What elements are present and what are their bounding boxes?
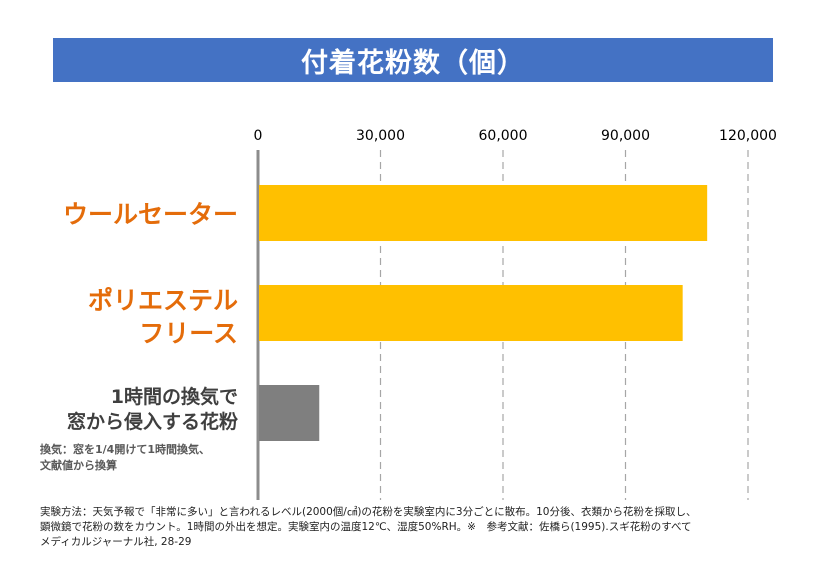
tick-label: 120,000 [719, 128, 777, 144]
ventilation-note: 換気：窓を1/4開けて1時間換気、 文献値から換算 [40, 443, 210, 472]
bar [259, 185, 708, 241]
tick-label: 30,000 [356, 128, 405, 144]
tick-label: 0 [254, 128, 263, 144]
tick-label: 90,000 [601, 128, 650, 144]
bar [259, 385, 320, 441]
category-label-wool-sweater: ウールセーター [62, 200, 238, 229]
category-label-ventilation-pollen: 1時間の換気で 窓から侵入する花粉 [66, 386, 238, 433]
category-label-polyester-fleece: ポリエステル フリース [87, 286, 238, 348]
bar [259, 285, 683, 341]
tick-label: 60,000 [479, 128, 528, 144]
footnote: 実験方法：天気予報で「非常に多い」と言われるレベル(2000個/㎠)の花粉を実験… [40, 505, 800, 551]
chart-title: 付着花粉数（個） [53, 38, 773, 82]
footnote-line: 顕微鏡で花粉の数をカウント。1時間の外出を想定。実験室内の温度12℃、湿度50%… [40, 521, 692, 534]
bar-chart: 0 30,000 60,000 90,000 120,000 [254, 128, 777, 500]
footnote-line: メディカルジャーナル社, 28-29 [40, 536, 192, 549]
footnote-line: 実験方法：天気予報で「非常に多い」と言われるレベル(2000個/㎠)の花粉を実験… [40, 506, 697, 518]
